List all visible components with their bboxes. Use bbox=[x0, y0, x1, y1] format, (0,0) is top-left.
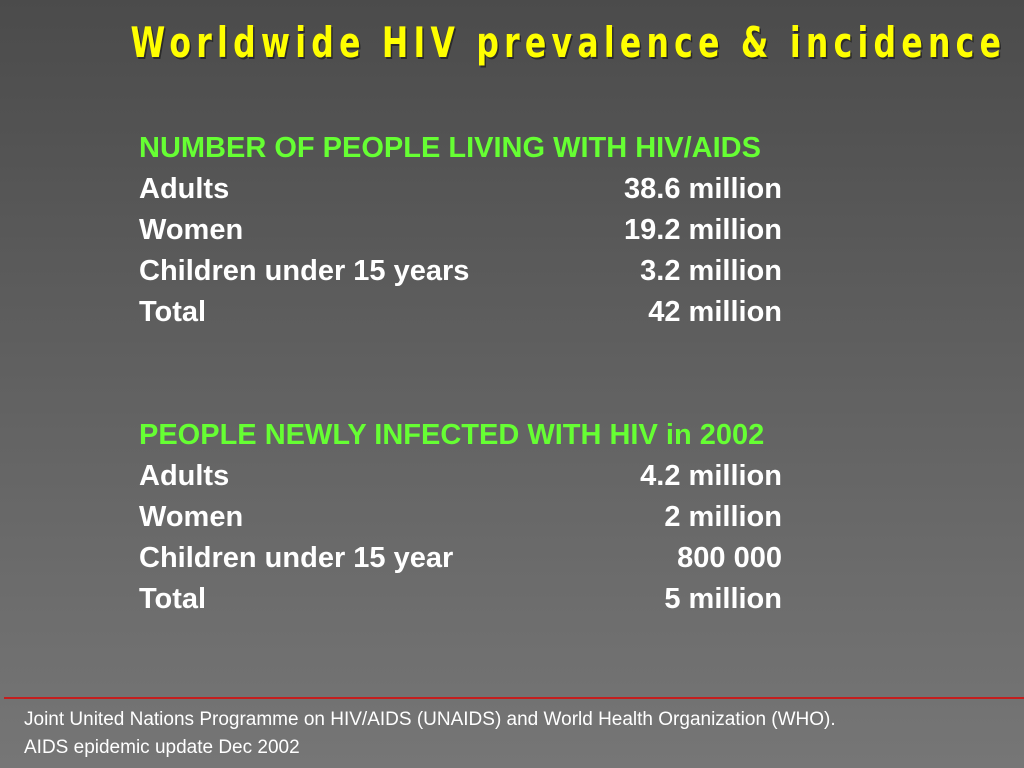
source-line-1: Joint United Nations Programme on HIV/AI… bbox=[24, 709, 836, 730]
source-line-2: AIDS epidemic update Dec 2002 bbox=[24, 737, 300, 758]
stat-label: Total bbox=[139, 296, 207, 328]
section-heading-living: NUMBER OF PEOPLE LIVING WITH HIV/AIDS bbox=[139, 132, 761, 164]
stat-row-women: Women 2 million bbox=[139, 497, 899, 538]
stat-label: Women bbox=[139, 214, 244, 246]
stat-value: 800 000 bbox=[677, 542, 782, 574]
stat-value: 19.2 million bbox=[624, 214, 782, 246]
newly-infected-section: PEOPLE NEWLY INFECTED WITH HIV in 2002 A… bbox=[139, 415, 899, 620]
stat-value: 4.2 million bbox=[640, 460, 782, 492]
stat-row-total: Total 5 million bbox=[139, 579, 899, 620]
source-citation: Joint United Nations Programme on HIV/AI… bbox=[24, 706, 1014, 762]
stat-row-children: Children under 15 year 800 000 bbox=[139, 538, 899, 579]
stat-label: Total bbox=[139, 583, 207, 615]
stat-value: 2 million bbox=[664, 501, 782, 533]
living-with-hiv-section: NUMBER OF PEOPLE LIVING WITH HIV/AIDS Ad… bbox=[139, 128, 899, 333]
stat-value: 38.6 million bbox=[624, 173, 782, 205]
stat-row-adults: Adults 4.2 million bbox=[139, 456, 899, 497]
stat-label: Women bbox=[139, 501, 244, 533]
stat-label: Children under 15 year bbox=[139, 542, 454, 574]
stat-label: Adults bbox=[139, 173, 230, 205]
stat-value: 42 million bbox=[648, 296, 782, 328]
stat-row-adults: Adults 38.6 million bbox=[139, 169, 899, 210]
stat-label: Children under 15 years bbox=[139, 255, 470, 287]
slide-title: Worldwide HIV prevalence & incidence bbox=[130, 18, 1007, 67]
stat-row-women: Women 19.2 million bbox=[139, 210, 899, 251]
stat-row-children: Children under 15 years 3.2 million bbox=[139, 251, 899, 292]
stat-value: 3.2 million bbox=[640, 255, 782, 287]
section-heading-newly-infected: PEOPLE NEWLY INFECTED WITH HIV in 2002 bbox=[139, 419, 765, 451]
stat-label: Adults bbox=[139, 460, 230, 492]
stat-row-total: Total 42 million bbox=[139, 292, 899, 333]
stat-value: 5 million bbox=[664, 583, 782, 615]
footer-divider bbox=[4, 697, 1024, 699]
